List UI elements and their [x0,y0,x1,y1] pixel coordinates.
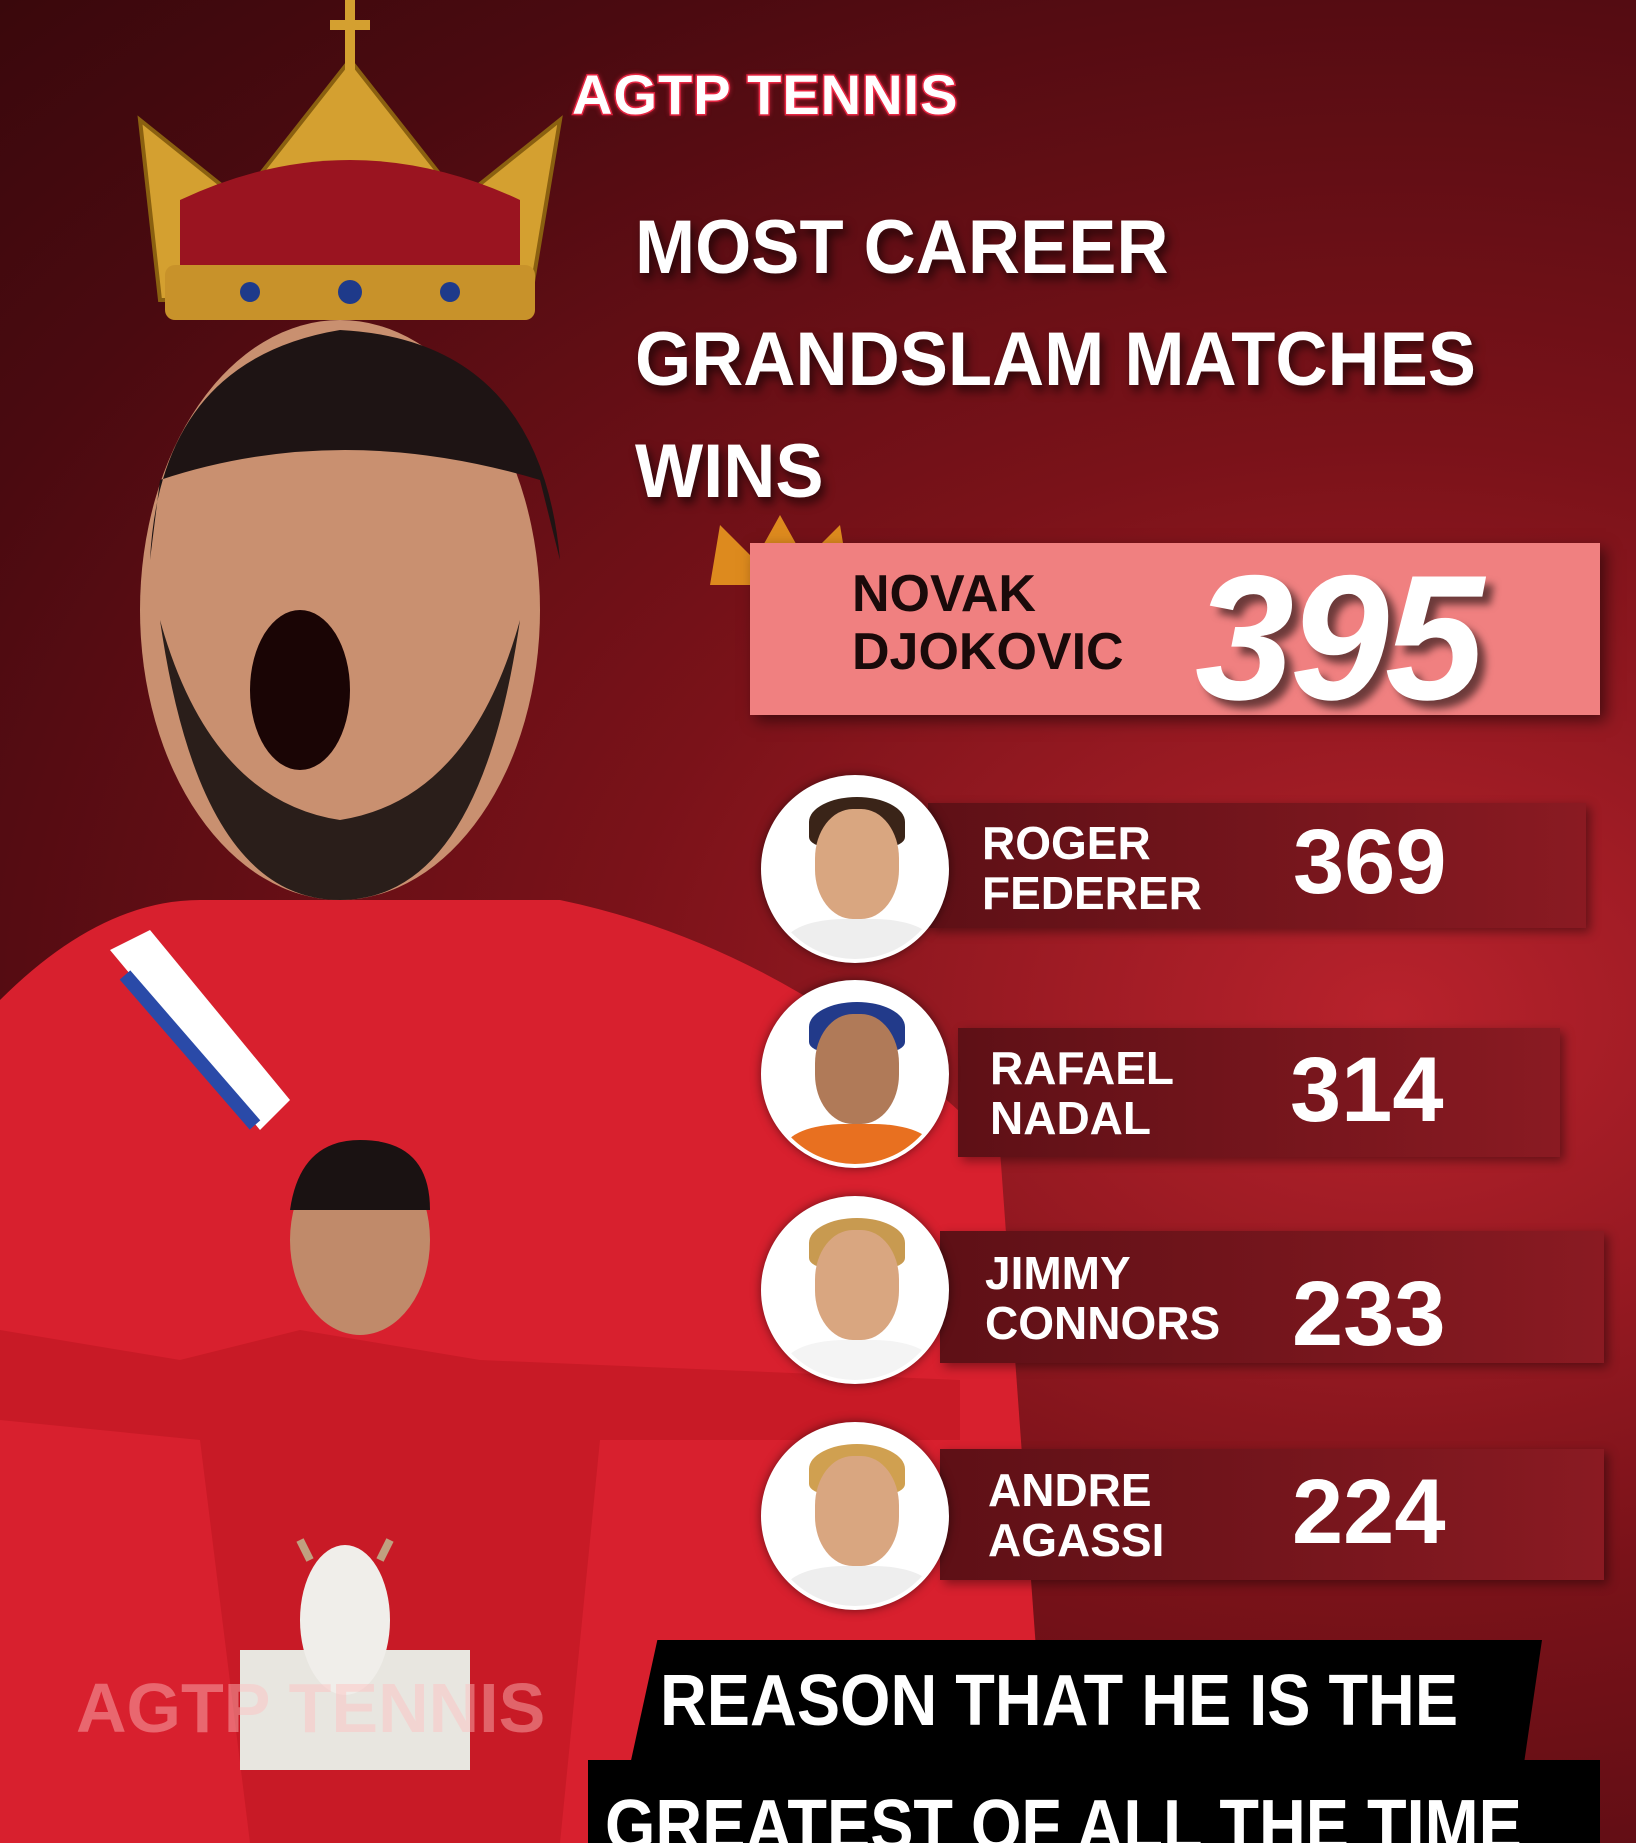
player-photo [761,1196,949,1384]
last-name: FEDERER [982,867,1202,919]
leader-last-name: DJOKOVIC [852,623,1124,681]
crown-icon [137,0,563,320]
head [140,320,540,900]
player-wins: 224 [1292,1461,1446,1563]
watermark: AGTP TENNIS [76,1669,546,1747]
player-photo [761,775,949,963]
player-wins: 369 [1293,811,1447,913]
collar-blue [119,970,261,1130]
page-title: MOST CAREER GRANDSLAM MATCHES WINS [635,192,1476,528]
banner-line: REASON THAT HE IS THE [660,1661,1459,1741]
player-row-bar [958,1028,1560,1157]
first-name: ANDRE [988,1464,1152,1516]
goat-icon [240,1538,470,1770]
hair [150,330,560,560]
player-wins: 233 [1292,1263,1446,1365]
first-name: JIMMY [985,1247,1131,1299]
last-name: CONNORS [985,1297,1221,1349]
banner-bottom [588,1760,1600,1843]
banner-top [630,1640,1542,1765]
leader-name: NOVAK DJOKOVIC [852,565,1124,681]
brand-logo: AGTP TENNIS [570,62,959,128]
player-name: RAFAEL NADAL [990,1043,1174,1143]
title-line: GRANDSLAM MATCHES [635,317,1476,402]
player-row-bar [928,803,1586,928]
collar-stripe [110,930,290,1130]
last-name: AGASSI [988,1514,1165,1566]
first-name: RAFAEL [990,1042,1174,1094]
open-mouth [250,610,350,770]
player-row-bar [940,1449,1604,1580]
banner-line: GREATEST OF ALL THE TIME [605,1786,1522,1843]
first-name: ROGER [982,817,1151,869]
player-photo [761,1422,949,1610]
leader-box [750,543,1600,715]
title-line: MOST CAREER [635,205,1169,290]
player-name: ANDRE AGASSI [988,1465,1164,1565]
player-photo [761,980,949,1168]
beard [160,620,520,900]
player-name: ROGER FEDERER [982,818,1202,918]
player-row-bar [940,1231,1604,1363]
player-wins: 314 [1290,1039,1444,1141]
title-line: WINS [635,429,824,514]
leader-first-name: NOVAK [852,565,1036,623]
last-name: NADAL [990,1092,1151,1144]
leader-wins: 395 [1195,538,1484,737]
player-name: JIMMY CONNORS [985,1248,1220,1348]
